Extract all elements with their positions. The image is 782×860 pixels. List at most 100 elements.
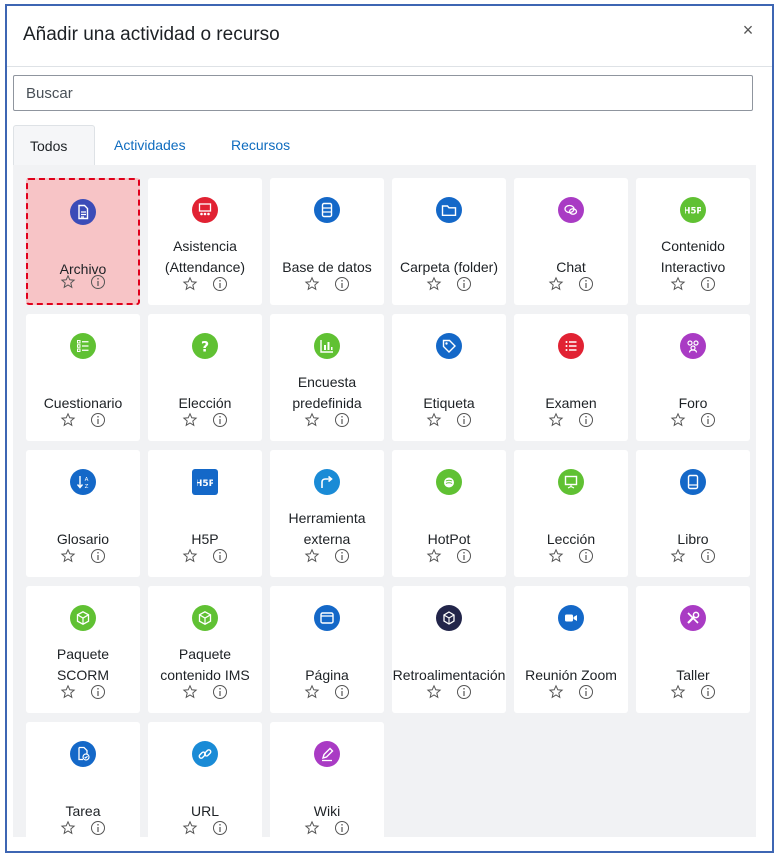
module-card[interactable]: Examen (514, 314, 628, 441)
star-icon[interactable] (60, 548, 76, 564)
star-icon[interactable] (60, 274, 76, 290)
info-icon[interactable] (212, 548, 228, 564)
close-button[interactable]: × (742, 20, 754, 40)
info-icon[interactable] (700, 684, 716, 700)
module-card[interactable]: Libro (636, 450, 750, 577)
info-icon[interactable] (700, 412, 716, 428)
module-card[interactable]: A Z Glosario (26, 450, 140, 577)
star-icon[interactable] (182, 684, 198, 700)
star-icon[interactable] (670, 684, 686, 700)
star-icon[interactable] (182, 276, 198, 292)
star-icon[interactable] (304, 548, 320, 564)
module-card[interactable]: Encuesta predefinida (270, 314, 384, 441)
module-card[interactable]: URL (148, 722, 262, 849)
info-icon[interactable] (212, 276, 228, 292)
module-card[interactable]: Asistencia (Attendance) (148, 178, 262, 305)
module-card[interactable]: H5P Contenido Interactivo (636, 178, 750, 305)
star-icon[interactable] (60, 684, 76, 700)
module-card[interactable]: Chat (514, 178, 628, 305)
star-icon[interactable] (548, 412, 564, 428)
info-icon[interactable] (456, 684, 472, 700)
module-card[interactable]: Carpeta (folder) (392, 178, 506, 305)
module-actions (636, 412, 750, 428)
star-icon[interactable] (304, 412, 320, 428)
info-icon[interactable] (212, 684, 228, 700)
info-icon[interactable] (578, 548, 594, 564)
info-icon[interactable] (334, 276, 350, 292)
module-card[interactable]: HotPot (392, 450, 506, 577)
star-icon[interactable] (548, 276, 564, 292)
star-icon[interactable] (670, 276, 686, 292)
module-card[interactable]: Lección (514, 450, 628, 577)
module-card[interactable]: Página (270, 586, 384, 713)
star-icon[interactable] (426, 684, 442, 700)
module-actions (270, 276, 384, 292)
info-icon[interactable] (456, 412, 472, 428)
star-icon[interactable] (182, 412, 198, 428)
info-icon[interactable] (456, 548, 472, 564)
search-input[interactable] (13, 75, 753, 111)
star-icon[interactable] (548, 548, 564, 564)
star-icon[interactable] (60, 820, 76, 836)
info-icon[interactable] (578, 412, 594, 428)
module-card[interactable]: Paquete SCORM (26, 586, 140, 713)
module-card[interactable]: Foro (636, 314, 750, 441)
svg-text:Z: Z (85, 484, 89, 490)
module-card[interactable]: Paquete contenido IMS (148, 586, 262, 713)
package-icon (70, 605, 96, 631)
star-icon[interactable] (60, 412, 76, 428)
module-card[interactable]: Archivo (26, 178, 140, 305)
info-icon[interactable] (334, 548, 350, 564)
module-card[interactable]: Herramienta externa (270, 450, 384, 577)
module-name: Cuestionario (43, 395, 123, 411)
star-icon[interactable] (182, 548, 198, 564)
module-name: Examen (545, 395, 597, 411)
info-icon[interactable] (334, 820, 350, 836)
module-card[interactable]: Wiki (270, 722, 384, 849)
module-name: Contenido Interactivo (660, 238, 726, 275)
module-card[interactable]: Base de datos (270, 178, 384, 305)
star-icon[interactable] (426, 412, 442, 428)
info-icon[interactable] (212, 820, 228, 836)
star-icon[interactable] (304, 276, 320, 292)
info-icon[interactable] (90, 820, 106, 836)
info-icon[interactable] (90, 412, 106, 428)
star-icon[interactable] (304, 684, 320, 700)
info-icon[interactable] (578, 276, 594, 292)
star-icon[interactable] (670, 548, 686, 564)
star-icon[interactable] (304, 820, 320, 836)
star-icon[interactable] (182, 820, 198, 836)
module-card[interactable]: Reunión Zoom (514, 586, 628, 713)
svg-text:H5P: H5P (685, 207, 701, 217)
star-icon[interactable] (548, 684, 564, 700)
info-icon[interactable] (334, 684, 350, 700)
star-icon[interactable] (426, 276, 442, 292)
module-card[interactable]: Taller (636, 586, 750, 713)
svg-text:A: A (85, 477, 89, 483)
module-name: Reunión Zoom (525, 667, 617, 683)
tab-recursos[interactable]: Recursos (231, 137, 291, 153)
info-icon[interactable] (700, 276, 716, 292)
info-icon[interactable] (578, 684, 594, 700)
module-card[interactable]: H5P H5P (148, 450, 262, 577)
module-card[interactable]: Etiqueta (392, 314, 506, 441)
module-name: Etiqueta (423, 395, 475, 411)
tab-actividades[interactable]: Actividades (114, 137, 186, 153)
info-icon[interactable] (700, 548, 716, 564)
info-icon[interactable] (212, 412, 228, 428)
info-icon[interactable] (90, 684, 106, 700)
module-card[interactable]: ? Elección (148, 314, 262, 441)
info-icon[interactable] (90, 274, 106, 290)
star-icon[interactable] (670, 412, 686, 428)
link-icon (192, 741, 218, 767)
module-card[interactable]: Retroalimentación (392, 586, 506, 713)
module-card[interactable]: Cuestionario (26, 314, 140, 441)
module-card[interactable]: Tarea (26, 722, 140, 849)
info-icon[interactable] (90, 548, 106, 564)
star-icon[interactable] (426, 548, 442, 564)
external-icon (314, 469, 340, 495)
info-icon[interactable] (334, 412, 350, 428)
info-icon[interactable] (456, 276, 472, 292)
tab-todos[interactable]: Todos (13, 125, 95, 166)
